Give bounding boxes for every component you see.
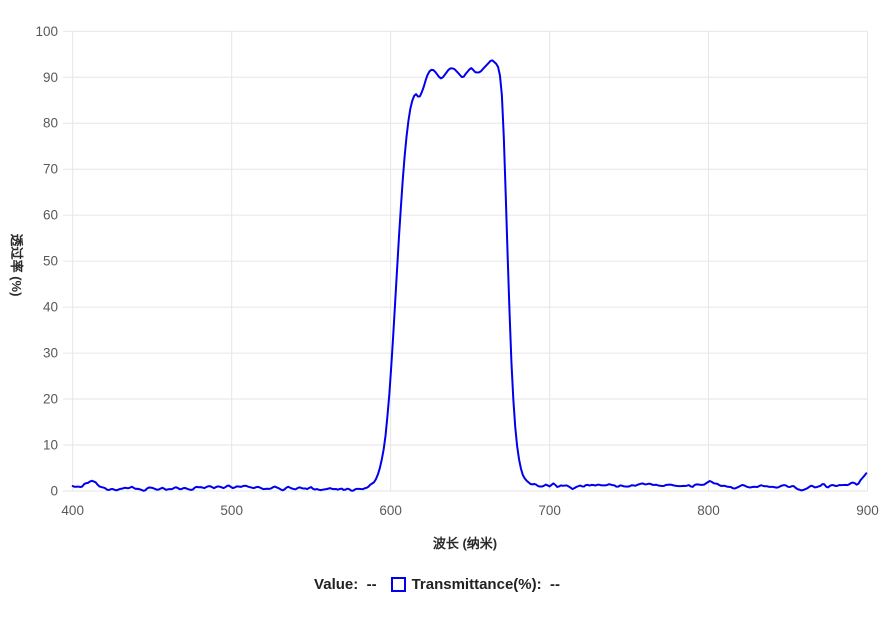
- svg-text:波长 (纳米): 波长 (纳米): [433, 536, 497, 551]
- svg-text:90: 90: [43, 70, 58, 85]
- svg-text:40: 40: [43, 300, 58, 315]
- svg-text:60: 60: [43, 208, 58, 223]
- svg-text:900: 900: [856, 503, 879, 518]
- svg-text:400: 400: [61, 503, 84, 518]
- svg-text:透过率 (%): 透过率 (%): [9, 234, 24, 297]
- svg-text:700: 700: [538, 503, 561, 518]
- svg-text:100: 100: [35, 24, 58, 39]
- svg-text:0: 0: [50, 484, 58, 499]
- svg-text:80: 80: [43, 116, 58, 131]
- svg-text:20: 20: [43, 392, 58, 407]
- svg-text:70: 70: [43, 162, 58, 177]
- svg-text:500: 500: [220, 503, 243, 518]
- svg-text:50: 50: [43, 254, 58, 269]
- svg-text:10: 10: [43, 438, 58, 453]
- svg-text:600: 600: [379, 503, 402, 518]
- svg-text:30: 30: [43, 346, 58, 361]
- svg-text:800: 800: [697, 503, 720, 518]
